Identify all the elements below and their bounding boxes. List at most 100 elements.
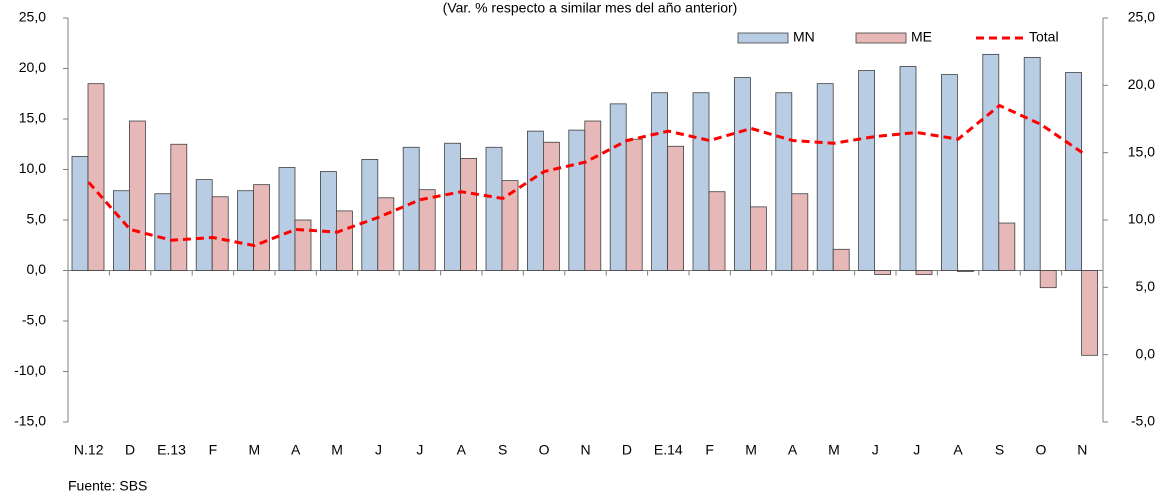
bar [527,130,544,271]
y-tick-label: 5,0 [27,211,47,227]
x-tick-label: M [828,442,840,458]
x-tick-label: N [580,442,590,458]
x-tick-label: J [913,442,920,458]
bar [708,191,726,271]
bar [87,83,105,271]
x-tick-label: N.12 [74,442,104,458]
bar [584,120,602,271]
x-tick-label: A [953,442,963,458]
x-tick-label: O [539,442,550,458]
bar [568,129,586,271]
y-tick-label: 15,0 [19,110,46,126]
bar [816,83,834,271]
legend-label: Total [1029,29,1059,45]
bar [750,206,767,271]
bar [775,92,793,271]
bar [195,179,213,271]
y2-tick-label: 5,0 [1136,278,1156,294]
legend-swatch [855,32,907,44]
bar [734,77,751,271]
x-tick-label: S [995,442,1004,458]
bar [832,248,850,271]
bar [278,167,296,271]
y-tick-label: -5,0 [22,312,46,328]
y-tick-label: 0,0 [27,261,47,277]
bar [667,145,684,271]
y2-tick-label: 0,0 [1136,345,1156,361]
line [87,103,1084,248]
bar [211,196,229,271]
x-tick-label: E.13 [157,442,186,458]
x-tick-label: J [375,442,382,458]
chart-title: (Var. % respecto a similar mes del año a… [443,0,738,16]
bar [154,193,172,271]
bar [361,158,379,271]
bar [609,103,627,271]
bar [791,193,809,271]
x-tick-label: A [457,442,467,458]
bar [1065,72,1082,271]
y2-tick-label: -5,0 [1131,413,1155,429]
x-tick-label: M [248,442,260,458]
x-tick-label: A [291,442,301,458]
bar [915,270,933,275]
bar [692,92,710,271]
x-tick-label: E.14 [654,442,683,458]
bar [402,146,420,271]
bar [113,190,130,271]
bar [1039,270,1057,289]
bar [237,190,255,271]
x-tick-label: N [1077,442,1087,458]
bar [319,171,337,271]
x-tick-label: O [1035,442,1046,458]
bar [485,146,503,271]
legend-swatch [737,32,789,44]
bar [957,270,974,272]
legend-label: ME [911,29,932,45]
y-tick-label: -15,0 [14,413,46,429]
y2-tick-label: 10,0 [1128,211,1155,227]
bar [899,66,917,271]
bar [501,180,519,271]
bar [1081,270,1098,356]
bar [253,184,271,271]
y-tick-label: -10,0 [14,362,46,378]
x-tick-label: F [705,442,714,458]
bar [982,53,1000,271]
bar [418,189,436,271]
bar [71,155,89,271]
bar [941,74,958,271]
bar [651,92,668,271]
bar [335,210,353,271]
x-tick-label: A [788,442,798,458]
bar [858,70,875,271]
bar [874,270,891,275]
bar [294,219,312,271]
y2-tick-label: 20,0 [1128,76,1155,92]
y-tick-label: 20,0 [19,59,46,75]
x-tick-label: F [209,442,218,458]
x-tick-label: S [498,442,507,458]
bar [998,222,1016,271]
y-tick-label: 10,0 [19,160,46,176]
y-tick-label: 25,0 [19,9,46,25]
x-tick-label: M [745,442,757,458]
bar [128,120,146,271]
bar [543,141,560,271]
bar [170,143,188,271]
x-tick-label: J [872,442,879,458]
x-tick-label: D [622,442,632,458]
bar [377,197,395,271]
x-tick-label: M [331,442,343,458]
y2-tick-label: 25,0 [1128,9,1155,25]
bar [1023,56,1041,271]
bar [444,142,462,271]
source-note: Fuente: SBS [68,478,147,494]
bar [625,138,643,271]
x-tick-label: D [125,442,135,458]
bar [460,157,478,271]
legend-label: MN [793,29,815,45]
x-tick-label: J [416,442,423,458]
y2-tick-label: 15,0 [1128,143,1155,159]
